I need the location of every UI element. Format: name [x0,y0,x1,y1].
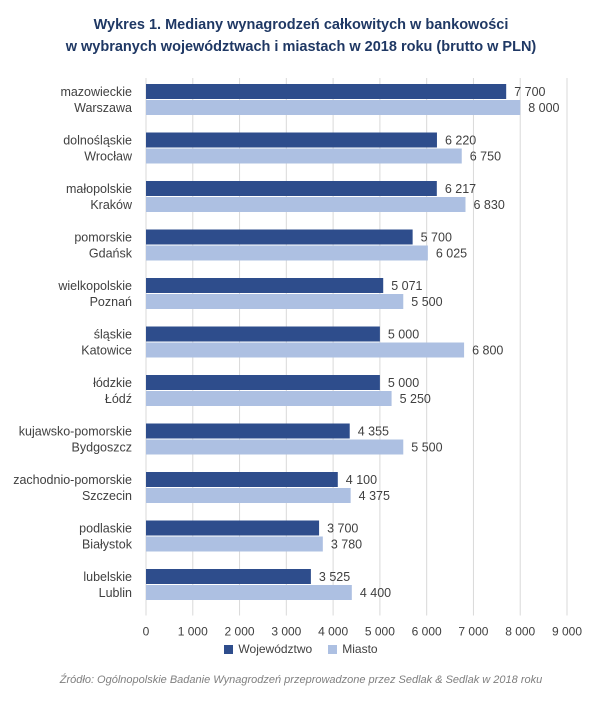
x-tick-label: 1 000 [178,625,208,639]
data-label-miasto: 8 000 [528,101,559,115]
bar-miasto [146,536,323,552]
x-tick-label: 9 000 [552,625,582,639]
legend-label-wojewodztwo: Województwo [238,642,313,656]
legend-swatch-wojewodztwo [224,644,234,654]
bar-miasto [146,488,351,503]
x-tick-label: 6 000 [412,625,442,639]
category-label-miasto: Bydgoszcz [72,441,132,455]
bar-wojewodztwo [146,132,437,148]
data-label-miasto: 6 750 [470,150,501,164]
bar-wojewodztwo [146,472,338,487]
bar-wojewodztwo [146,569,311,584]
category-label-wojewodztwo: śląskie [94,328,132,342]
bar-miasto [146,439,404,455]
category-label-miasto: Kraków [90,198,133,212]
category-label-miasto: Poznań [90,295,132,309]
bar-wojewodztwo [146,278,384,293]
category-label-wojewodztwo: łódzkie [93,376,132,390]
category-label-miasto: Białystok [82,538,133,552]
data-label-wojewodztwo: 3 700 [327,522,358,536]
x-tick-label: 4 000 [318,625,348,639]
chart-title-line-1: Wykres 1. Mediany wynagrodzeń całkowityc… [93,17,509,33]
category-label-miasto: Szczecin [82,489,132,503]
data-label-miasto: 4 375 [359,489,390,503]
bar-wojewodztwo [146,326,380,342]
data-label-miasto: 6 830 [473,198,504,212]
data-label-wojewodztwo: 5 700 [421,231,452,245]
category-label-miasto: Gdańsk [89,247,133,261]
data-label-miasto: 6 025 [436,247,467,261]
category-label-wojewodztwo: kujawsko-pomorskie [19,425,132,439]
bar-miasto [146,294,404,309]
data-label-miasto: 3 780 [331,538,362,552]
category-label-wojewodztwo: małopolskie [66,182,132,196]
category-label-miasto: Łódź [105,392,132,406]
category-label-miasto: Lublin [99,586,132,600]
legend-item-wojewodztwo: Województwo [224,642,312,656]
data-label-wojewodztwo: 5 000 [388,328,419,342]
bar-miasto [146,197,466,212]
data-label-miasto: 5 500 [411,295,442,309]
x-tick-label: 8 000 [505,625,535,639]
bar-miasto [146,148,462,164]
x-tick-label: 5 000 [365,625,395,639]
bar-wojewodztwo [146,229,413,245]
bar-miasto [146,100,521,115]
category-label-wojewodztwo: pomorskie [74,231,132,245]
data-label-miasto: 5 250 [400,392,431,406]
x-tick-label: 7 000 [458,625,488,639]
bar-miasto [146,245,428,261]
data-label-miasto: 5 500 [411,441,442,455]
x-tick-label: 0 [143,625,150,639]
category-label-wojewodztwo: zachodnio-pomorskie [13,473,132,487]
category-label-wojewodztwo: podlaskie [79,522,132,536]
bar-miasto [146,391,392,406]
bar-wojewodztwo [146,84,507,99]
data-label-wojewodztwo: 6 217 [445,182,476,196]
chart-title: Wykres 1. Mediany wynagrodzeń całkowityc… [0,14,602,58]
legend-item-miasto: Miasto [328,642,378,656]
bar-chart: 0 1 000 2 000 3 000 4 000 5 000 6 000 7 000 8 00… [13,78,582,639]
chart-title-line-2: w wybranych województwach i miastach w 2… [65,39,537,55]
legend-swatch-miasto [328,644,338,654]
data-label-wojewodztwo: 4 355 [358,425,389,439]
x-tick-label: 3 000 [271,625,301,639]
source-note: Źródło: Ogólnopolskie Badanie Wynagrodze… [59,674,543,686]
category-label-wojewodztwo: lubelskie [83,570,132,584]
legend-label-miasto: Miasto [342,642,378,656]
category-label-wojewodztwo: mazowieckie [60,85,132,99]
category-label-miasto: Katowice [81,344,132,358]
bar-wojewodztwo [146,375,380,390]
bar-wojewodztwo [146,181,437,196]
chart-legend: Województwo Miasto [0,642,602,656]
category-label-miasto: Warszawa [74,101,132,115]
data-label-wojewodztwo: 3 525 [319,570,350,584]
x-tick-label: 2 000 [225,625,255,639]
category-label-miasto: Wrocław [84,150,133,164]
bar-wojewodztwo [146,423,350,439]
category-label-wojewodztwo: dolnośląskie [63,134,132,148]
data-label-miasto: 6 800 [472,344,503,358]
bar-wojewodztwo [146,520,320,536]
bar-miasto [146,342,465,358]
bar-miasto [146,585,352,600]
data-label-wojewodztwo: 7 700 [514,85,545,99]
category-label-wojewodztwo: wielkopolskie [57,279,132,293]
data-label-miasto: 4 400 [360,586,391,600]
data-label-wojewodztwo: 4 100 [346,473,377,487]
data-label-wojewodztwo: 6 220 [445,134,476,148]
data-label-wojewodztwo: 5 000 [388,376,419,390]
data-label-wojewodztwo: 5 071 [391,279,422,293]
